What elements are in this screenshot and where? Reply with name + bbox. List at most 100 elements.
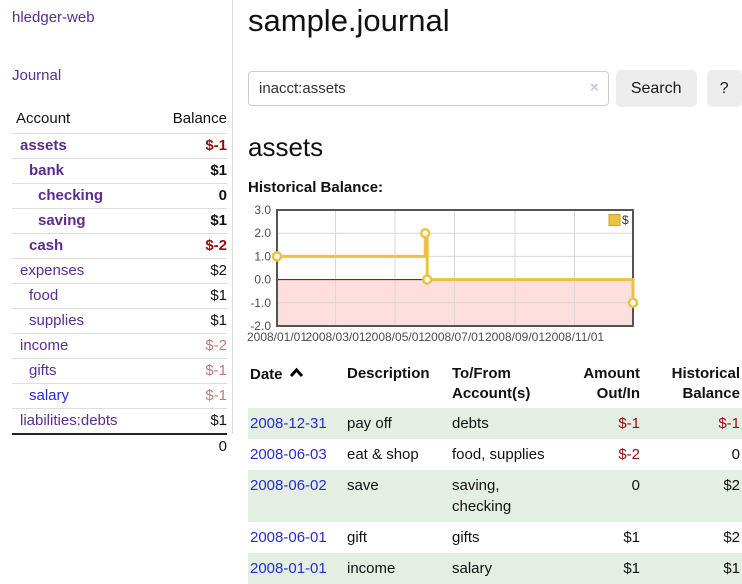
date-cell: 2008-06-03	[248, 439, 345, 470]
sidebar: hledger-web Journal Account Balance asse…	[0, 0, 233, 459]
account-balance: $1	[154, 283, 227, 309]
date-link[interactable]: 2008-06-01	[250, 529, 327, 546]
total-spacer	[12, 433, 155, 459]
column-header-balance: Historical Balance	[671, 365, 740, 402]
column-header-description: Description	[347, 365, 430, 382]
column-header-accounts: To/From Account(s)	[452, 365, 531, 402]
description-cell: save	[347, 477, 379, 494]
accounts-cell: debts	[452, 415, 489, 432]
column-header-date[interactable]: Date	[248, 360, 345, 408]
svg-text:3.0: 3.0	[254, 203, 271, 217]
balance-cell: $-1	[718, 415, 740, 432]
amount-cell: $1	[623, 560, 640, 577]
amount-cell: $1	[623, 529, 640, 546]
balance-column-header: Balance	[172, 110, 227, 127]
account-link[interactable]: supplies	[29, 312, 85, 329]
help-button[interactable]: ?	[706, 70, 742, 107]
account-link[interactable]: gifts	[29, 362, 57, 379]
account-link[interactable]: salary	[29, 387, 70, 404]
clear-search-icon[interactable]: ×	[590, 79, 599, 96]
account-heading: assets	[248, 132, 324, 162]
date-link[interactable]: 2008-06-03	[250, 446, 327, 463]
svg-text:-1.0: -1.0	[250, 296, 271, 310]
register-row: 2008-12-31 pay off debts $-1 $-1	[248, 408, 742, 439]
register-row: 2008-06-03 eat & shop food, supplies $-2 0	[248, 439, 742, 470]
date-link[interactable]: 2008-12-31	[250, 415, 327, 432]
historical-balance-chart: 3.0 2.0 1.0 0.0 -1.0 -2.0 2008/01/01 2008/03/01…	[240, 203, 742, 351]
account-link[interactable]: liabilities:debts	[20, 412, 118, 429]
accounts-table: Account Balance assets $-1 bank $1 checking 0…	[12, 108, 227, 459]
account-row: bank $1	[12, 158, 227, 184]
date-cell: 2008-12-31	[248, 408, 345, 439]
sidebar-item-journal[interactable]: Journal	[12, 67, 62, 84]
sort-asc-icon	[289, 364, 304, 384]
account-row: liabilities:debts $1	[12, 408, 227, 434]
svg-text:1.0: 1.0	[254, 249, 271, 263]
account-balance: $-2	[154, 333, 227, 359]
description-cell: eat & shop	[347, 446, 419, 463]
column-header-amount: Amount Out/In	[583, 365, 640, 402]
register-header-row: Date Description To/From Account(s) Amou…	[248, 360, 742, 408]
search-button[interactable]: Search	[615, 70, 697, 107]
date-link[interactable]: 2008-01-01	[250, 560, 327, 577]
accounts-cell: salary	[452, 560, 493, 577]
account-link[interactable]: income	[20, 337, 69, 354]
account-column-header: Account	[16, 110, 71, 127]
chart-title: Historical Balance:	[248, 179, 384, 196]
account-link[interactable]: checking	[38, 187, 104, 204]
date-link[interactable]: 2008-06-02	[250, 477, 327, 494]
account-row: income $-2	[12, 333, 227, 359]
account-row: expenses $2	[12, 258, 227, 284]
account-row: assets $-1	[12, 133, 227, 159]
svg-text:0.0: 0.0	[254, 273, 271, 287]
amount-cell: $-1	[618, 415, 640, 432]
amount-cell: 0	[631, 477, 640, 494]
account-balance: $1	[154, 158, 227, 184]
search-form: × Search ?	[248, 70, 742, 107]
total-row: 0	[12, 433, 227, 459]
register-table: Date Description To/From Account(s) Amou…	[248, 360, 742, 584]
accounts-table-header: Account Balance	[12, 108, 227, 134]
description-cell: income	[347, 560, 396, 577]
page-title: sample.journal	[248, 3, 450, 38]
date-cell: 2008-06-02	[248, 470, 345, 522]
balance-cell: $1	[723, 560, 740, 577]
account-row: salary $-1	[12, 383, 227, 409]
amount-cell: $-2	[618, 446, 640, 463]
account-link[interactable]: bank	[29, 162, 65, 179]
account-link[interactable]: expenses	[20, 262, 85, 279]
account-balance: $1	[154, 308, 227, 334]
account-balance: $2	[154, 258, 227, 284]
svg-text:-2.0: -2.0	[250, 319, 271, 333]
date-cell: 2008-01-01	[248, 553, 345, 584]
account-link[interactable]: saving	[38, 212, 86, 229]
search-box: ×	[248, 71, 609, 106]
account-link[interactable]: food	[29, 287, 59, 304]
svg-text:2008/01/01: 2008/01/01	[247, 330, 307, 344]
search-input[interactable]	[248, 71, 609, 106]
svg-text:$: $	[622, 213, 629, 227]
balance-cell: $2	[723, 529, 740, 546]
date-cell: 2008-06-01	[248, 522, 345, 553]
account-balance: $-1	[154, 133, 227, 159]
svg-text:2.0: 2.0	[254, 226, 271, 240]
account-link[interactable]: assets	[20, 137, 67, 154]
account-balance: $1	[154, 208, 227, 234]
total-balance: 0	[154, 433, 227, 459]
register-row: 2008-01-01 income salary $1 $1	[248, 553, 742, 584]
svg-text:2008/05/01: 2008/05/01	[365, 330, 425, 344]
accounts-cell: gifts	[452, 529, 480, 546]
brand-link[interactable]: hledger-web	[12, 9, 95, 26]
account-balance: $-1	[154, 383, 227, 409]
svg-text:2008/07/01: 2008/07/01	[424, 330, 484, 344]
description-cell: gift	[347, 529, 368, 546]
account-balance: $-2	[154, 233, 227, 259]
svg-text:2008/09/01: 2008/09/01	[485, 330, 545, 344]
main-content: sample.journal × Search ? assets Histori…	[247, 0, 742, 584]
description-cell: pay off	[347, 415, 392, 432]
account-link[interactable]: cash	[29, 237, 64, 254]
balance-cell: $2	[723, 477, 740, 494]
account-row: checking 0	[12, 183, 227, 209]
register-row: 2008-06-01 gift gifts $1 $2	[248, 522, 742, 553]
accounts-cell: food, supplies	[452, 446, 545, 463]
